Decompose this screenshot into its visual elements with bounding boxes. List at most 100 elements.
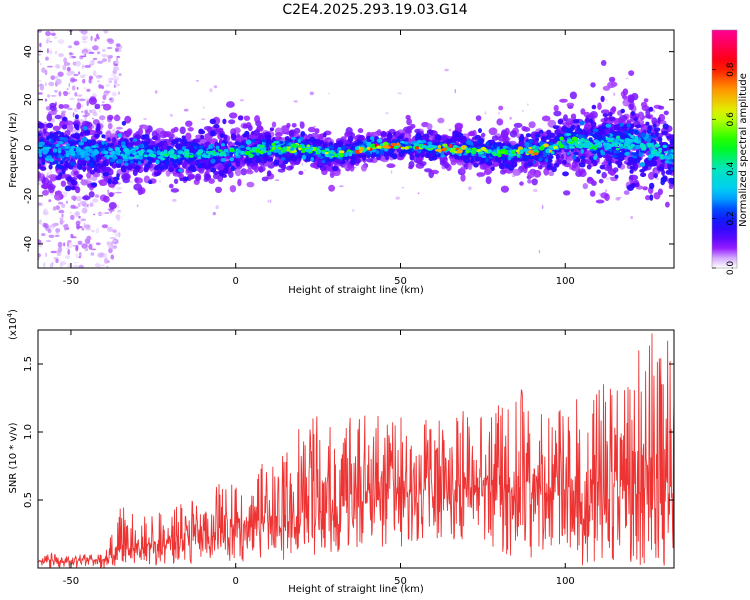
spectrogram-ridge-blob — [198, 129, 206, 135]
spectrogram-noise-point — [83, 222, 86, 229]
spectrogram-ridge-blob — [179, 126, 186, 135]
spectrogram-noise-point — [107, 77, 115, 81]
spectrogram-noise-point — [104, 90, 109, 94]
spectrogram-ridge-blob — [443, 161, 450, 169]
spectrogram-ridge-blob — [631, 111, 635, 116]
spectrogram-ridge-blob — [103, 195, 110, 203]
spectrogram-ridge-blob — [254, 154, 259, 159]
spectrogram-ridge-blob — [501, 156, 506, 161]
spectrogram-ridge-blob — [107, 178, 112, 185]
spectrogram-noise-point — [351, 209, 355, 212]
spectrogram-ridge-blob — [121, 173, 130, 181]
spectrogram-ridge-blob — [169, 157, 175, 163]
spectrogram-ridge-blob — [168, 166, 175, 173]
spectrogram-noise-point — [41, 67, 46, 73]
spectrogram-ridge-blob — [234, 141, 240, 146]
spectrogram-ridge-blob — [111, 163, 117, 169]
spectrogram-ridge-blob — [620, 108, 625, 114]
spectrogram-ridge-blob — [312, 139, 319, 146]
spectrogram-ridge-blob — [46, 113, 53, 122]
spectrogram-ridge-blob — [176, 137, 182, 142]
spectrogram-ridge-blob — [507, 156, 512, 161]
spectrogram-ridge-blob — [291, 155, 298, 162]
spectrogram-noise-point — [303, 169, 307, 171]
spectrogram-noise-point — [293, 100, 298, 103]
spectrogram-ridge-blob — [71, 180, 78, 186]
spectrogram-noise-point — [84, 64, 92, 68]
spectrogram-noise-point — [93, 70, 97, 77]
spectrogram-ridge-blob — [298, 170, 304, 175]
spectrogram-noise-point — [38, 30, 42, 33]
spectrogram-ridge-blob — [485, 157, 489, 163]
spectrogram-ridge-blob — [231, 133, 237, 140]
spectrogram-ridge-blob — [80, 179, 89, 186]
spectrogram-ridge-blob — [229, 112, 238, 119]
spectrogram-ridge-blob — [96, 130, 103, 135]
spectrogram-ridge-blob — [550, 151, 555, 155]
spectrogram-ridge-blob — [628, 103, 634, 111]
spectrogram-ridge-blob — [375, 154, 381, 157]
spectrogram-ridge-blob — [578, 128, 582, 132]
spectrogram-ridge-blob — [73, 171, 79, 176]
spectrogram-ridge-blob — [82, 161, 87, 167]
spectrogram-noise-point — [67, 107, 73, 111]
spectrogram-noise-point — [108, 247, 113, 254]
spectrogram-ridge-blob — [102, 171, 110, 177]
spectrogram-ridge-blob — [347, 164, 354, 169]
spectrogram-noise-point — [510, 173, 514, 175]
spectrogram-ridge-blob — [652, 123, 657, 128]
spectrogram-ridge-blob — [351, 150, 356, 155]
spectrogram-ridge-blob — [661, 130, 668, 136]
spectrogram-ridge-blob — [345, 143, 352, 147]
spectrogram-ridge-blob — [585, 116, 590, 124]
spectrogram-noise-point — [70, 236, 77, 239]
spectrogram-ridge-blob — [669, 134, 674, 141]
spectrogram-ridge-blob — [553, 104, 559, 112]
spectrogram-ridge-blob — [88, 97, 98, 105]
spectrogram-ridge-blob — [520, 133, 524, 139]
spectrogram-ridge-blob — [485, 176, 492, 185]
spectrogram-noise-point — [94, 194, 100, 198]
spectrogram-ridge-blob — [483, 168, 492, 176]
spectrogram-noise-point — [74, 92, 78, 97]
spectrogram-ridge-blob — [358, 134, 365, 141]
spectrogram-ridge-blob — [668, 161, 673, 165]
spectrogram-ridge-blob — [409, 154, 415, 161]
spectrogram-noise-point — [45, 82, 47, 87]
spectrogram-ridge-blob — [627, 156, 635, 163]
spectrogram-noise-point — [80, 218, 87, 222]
spectrogram-ridge-blob — [137, 161, 142, 165]
spectrogram-noise-point — [43, 262, 46, 268]
spectrogram-ridge-blob — [46, 135, 51, 140]
spectrogram-noise-point — [62, 191, 68, 195]
spectrogram-noise-point — [454, 89, 457, 94]
spectrogram-ridge-blob — [126, 164, 133, 171]
spectrogram-ridge-blob — [538, 157, 543, 162]
spectrogram-noise-point — [47, 228, 52, 234]
spectrogram-noise-point — [390, 170, 393, 174]
spectrogram-ridge-blob — [571, 161, 578, 169]
spectrogram-ridge-blob — [476, 140, 482, 144]
spectrogram-ridge-blob — [380, 130, 387, 138]
spectrogram-noise-point — [60, 220, 65, 223]
spectrogram-noise-point — [114, 83, 121, 87]
spectrogram-noise-point — [541, 204, 544, 210]
spectrogram-ridge-blob — [597, 136, 601, 141]
spectrogram-ridge-blob — [509, 130, 517, 138]
spectrogram-noise-point — [79, 200, 86, 205]
spectrogram-ridge-blob — [634, 182, 640, 188]
spectrogram-ridge-blob — [253, 129, 260, 136]
spectrogram-noise-point — [183, 108, 189, 112]
spectrogram-ridge-blob — [629, 165, 636, 171]
spectrogram-ridge-blob — [612, 167, 619, 173]
spectrogram-ridge-blob — [498, 162, 505, 170]
spectrogram-ridge-blob — [592, 160, 598, 167]
spectrogram-noise-point — [45, 252, 47, 258]
spectrogram-ridge-blob — [527, 179, 532, 184]
spectrogram-noise-point — [538, 249, 541, 254]
spectrogram-ridge-blob — [528, 121, 536, 129]
spectrogram-noise-point — [143, 118, 148, 120]
spectrogram-noise-point — [58, 201, 63, 205]
spectrogram-noise-point — [59, 262, 63, 268]
